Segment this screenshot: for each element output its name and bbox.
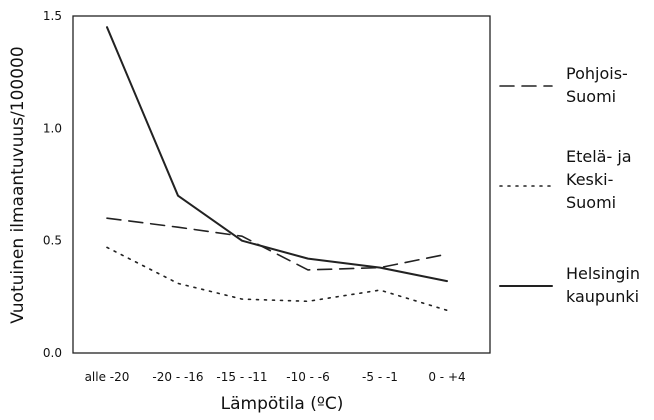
y-tick-label-0: 0.0 [43,346,62,360]
x-tick-label-2: -15 - -11 [216,370,267,384]
legend-label-2-line-1: kaupunki [566,287,639,306]
series-line-1 [106,246,448,312]
series-lines [106,26,448,312]
x-axis-ticks: alle -20 -20 - -16 -15 - -11 -10 - -6 -5 - -… [85,370,466,384]
y-axis-ticks: 0.0 0.5 1.0 1.5 [43,9,62,360]
legend-label-1-line-2: Suomi [566,193,616,212]
x-tick-label-0: alle -20 [85,370,130,384]
legend-label-2-line-0: Helsingin [566,264,640,283]
plot-frame [72,15,491,354]
x-tick-label-1: -20 - -16 [152,370,203,384]
y-tick-label-1: 0.5 [43,234,62,248]
y-tick-label-2: 1.0 [43,121,62,135]
legend-label-1-line-0: Etelä- ja [566,147,632,166]
legend-label-1-line-1: Keski- [566,170,613,189]
legend-label-0-line-0: Pohjois- [566,64,628,83]
series-line-0 [106,217,448,271]
x-tick-label-5: 0 - +4 [428,370,465,384]
x-tick-label-3: -10 - -6 [286,370,330,384]
x-axis-label: Lämpötila (ºC) [221,394,344,414]
x-tick-label-4: -5 - -1 [362,370,398,384]
y-axis-label: Vuotuinen ilmaantuvuus/100000 [8,46,28,323]
y-tick-label-3: 1.5 [43,9,62,23]
series-line-2 [106,26,448,283]
legend-label-0-line-1: Suomi [566,87,616,106]
legend: Pohjois- Suomi Etelä- ja Keski- Suomi Helsing… [499,64,640,306]
